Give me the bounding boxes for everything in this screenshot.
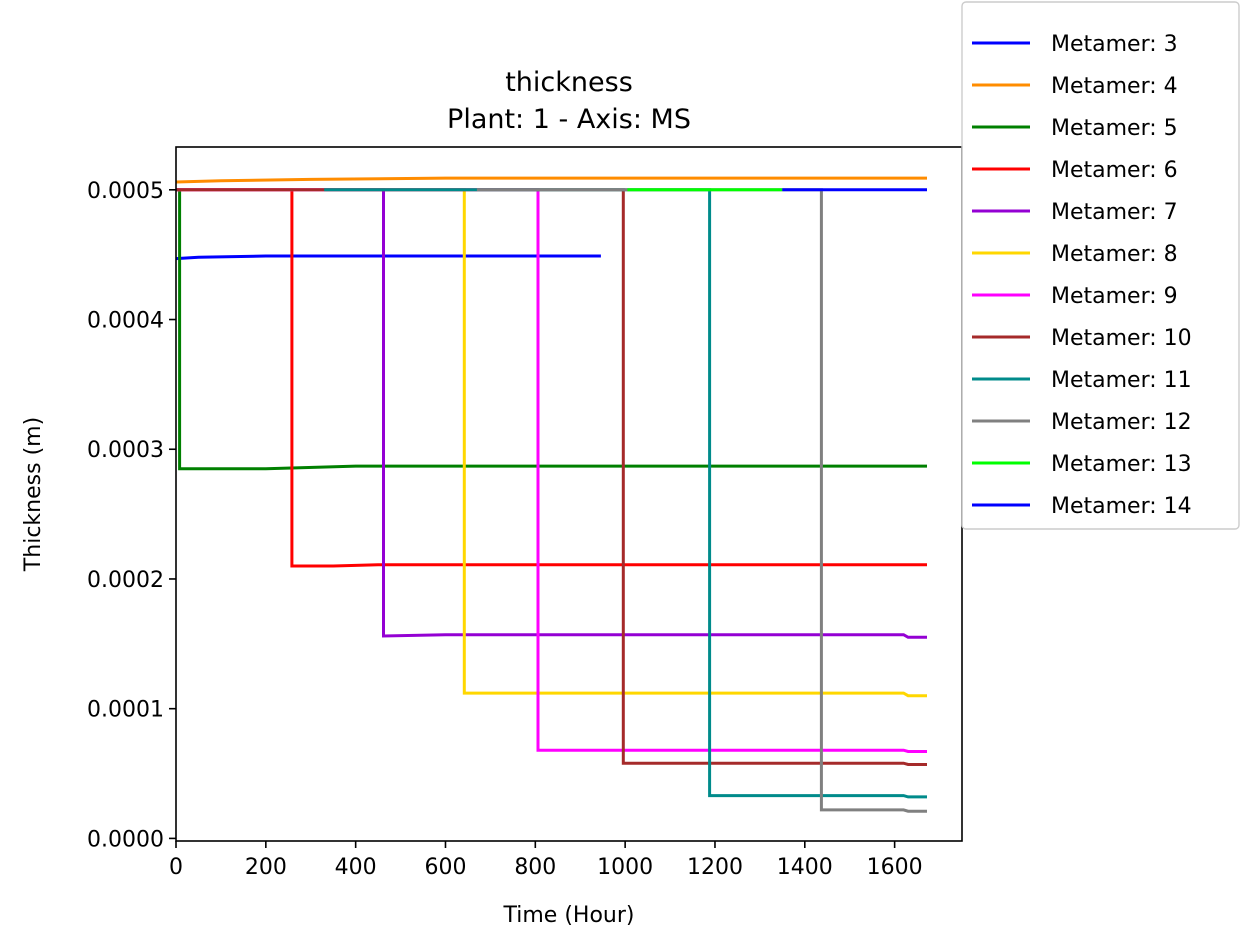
legend-label-metamer-9: Metamer: 9 bbox=[1051, 284, 1178, 309]
x-tick-label: 1400 bbox=[777, 855, 833, 880]
legend-label-metamer-4: Metamer: 4 bbox=[1051, 74, 1178, 99]
series-line-metamer-3 bbox=[175, 254, 601, 261]
series-line-metamer-10 bbox=[176, 188, 927, 766]
x-axis: 0 200 400 600 800 1000 1200 1400 1600 bbox=[169, 841, 923, 880]
series-line-metamer-6 bbox=[176, 188, 927, 568]
chart-subtitle: Plant: 1 - Axis: MS bbox=[447, 104, 691, 135]
x-axis-label: Time (Hour) bbox=[503, 903, 635, 928]
chart-title: thickness bbox=[505, 67, 633, 98]
legend-label-metamer-13: Metamer: 13 bbox=[1051, 452, 1192, 477]
series-line-metamer-12 bbox=[476, 188, 927, 813]
series-line-metamer-8 bbox=[176, 188, 927, 698]
legend-label-metamer-3: Metamer: 3 bbox=[1051, 32, 1178, 57]
series-line-metamer-4 bbox=[175, 176, 927, 184]
legend-label-metamer-8: Metamer: 8 bbox=[1051, 242, 1178, 267]
series-layer bbox=[175, 176, 927, 813]
y-tick-label: 0.0001 bbox=[87, 698, 164, 723]
x-tick-label: 400 bbox=[335, 855, 377, 880]
legend-label-metamer-5: Metamer: 5 bbox=[1051, 116, 1178, 141]
x-tick-label: 600 bbox=[424, 855, 466, 880]
legend-label-metamer-6: Metamer: 6 bbox=[1051, 158, 1178, 183]
y-axis: 0.0000 0.0001 0.0002 0.0003 0.0004 0.0005 bbox=[87, 179, 176, 852]
legend-label-metamer-7: Metamer: 7 bbox=[1051, 200, 1178, 225]
y-tick-label: 0.0004 bbox=[87, 309, 164, 334]
y-tick-label: 0.0002 bbox=[87, 568, 164, 593]
legend-label-metamer-12: Metamer: 12 bbox=[1051, 410, 1192, 435]
series-line-metamer-5 bbox=[176, 188, 927, 471]
series-line-metamer-11 bbox=[324, 188, 927, 799]
x-tick-label: 1600 bbox=[867, 855, 923, 880]
plot-frame bbox=[175, 146, 963, 842]
x-tick-label: 0 bbox=[169, 855, 183, 880]
x-tick-label: 1000 bbox=[597, 855, 653, 880]
series-line-metamer-9 bbox=[176, 188, 927, 753]
legend: Metamer: 3 Metamer: 4 Metamer: 5 Metamer: 6… bbox=[961, 1, 1240, 530]
legend-frame bbox=[961, 1, 1240, 530]
legend-label-metamer-11: Metamer: 11 bbox=[1051, 368, 1192, 393]
legend-label-metamer-10: Metamer: 10 bbox=[1051, 326, 1192, 351]
x-tick-label: 1200 bbox=[687, 855, 743, 880]
y-tick-label: 0.0003 bbox=[87, 438, 164, 463]
y-tick-label: 0.0005 bbox=[87, 179, 164, 204]
legend-label-metamer-14: Metamer: 14 bbox=[1051, 494, 1192, 519]
y-axis-label: Thickness (m) bbox=[21, 417, 46, 572]
x-tick-label: 800 bbox=[514, 855, 556, 880]
x-tick-label: 200 bbox=[245, 855, 287, 880]
y-tick-label: 0.0000 bbox=[87, 827, 164, 852]
